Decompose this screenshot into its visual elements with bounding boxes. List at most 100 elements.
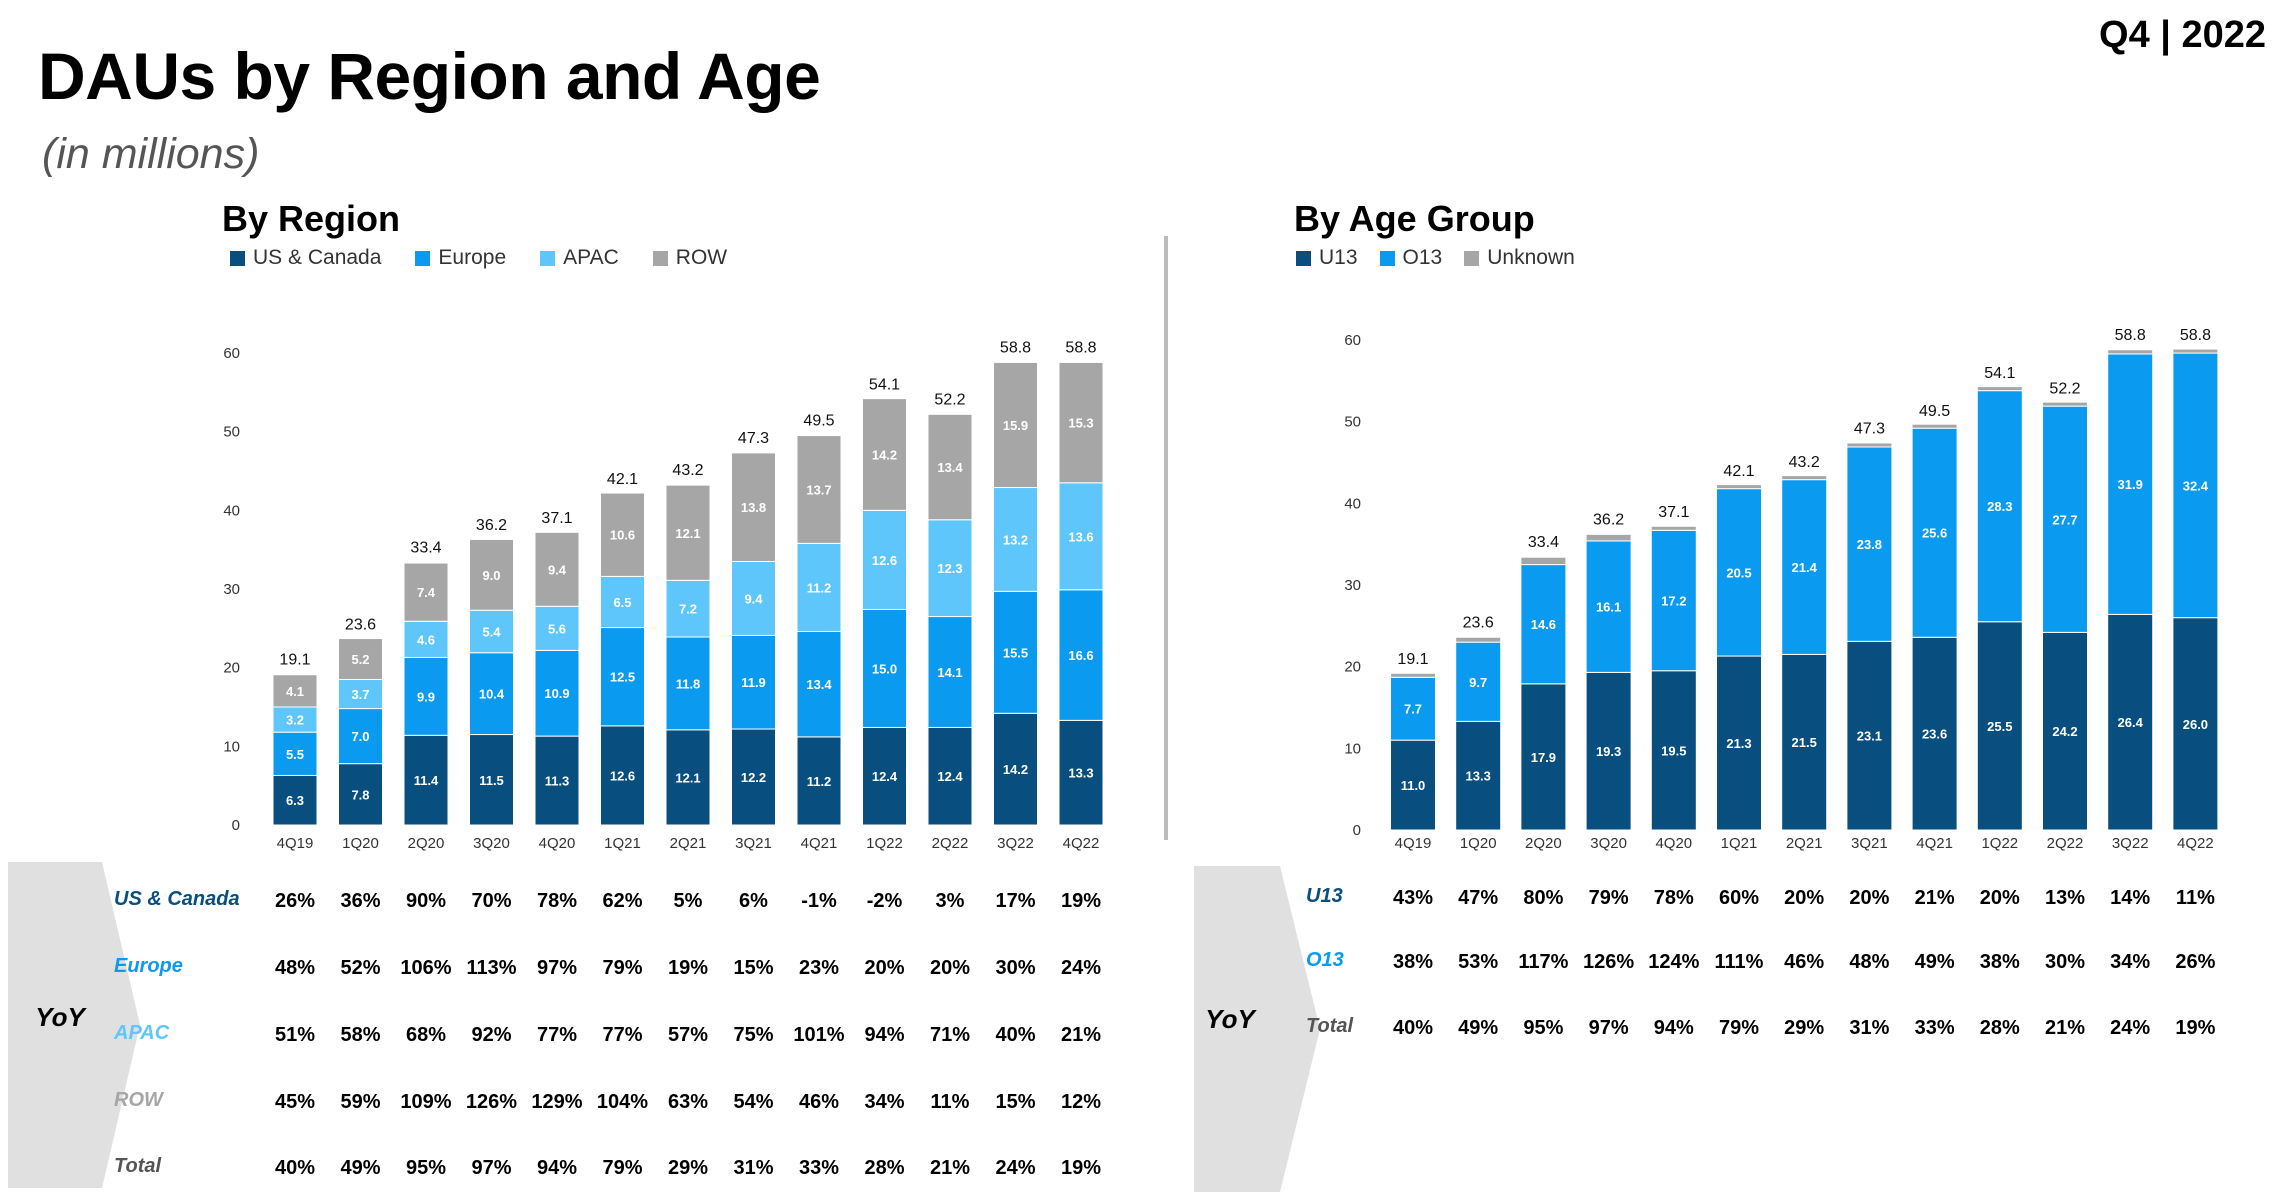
age-x-tick-label: 2Q22 <box>2047 835 2084 852</box>
region-data-label: 7.2 <box>679 602 697 617</box>
region-yoy-value: 68% <box>406 1024 446 1046</box>
region-bar-segment-apac <box>338 678 383 710</box>
region-bar-segment-europe <box>862 608 907 728</box>
age-total-label: 52.2 <box>2049 381 2080 398</box>
region-yoy-value: 45% <box>275 1091 315 1113</box>
region-yoy-value: 34% <box>864 1091 904 1113</box>
region-bar-segment-us-canada <box>862 726 907 826</box>
region-bar-segment-europe <box>469 652 514 736</box>
region-bar-segment-us-canada <box>403 734 449 826</box>
region-data-label: 6.3 <box>286 793 304 808</box>
region-bar-segment-row <box>469 538 514 611</box>
age-data-label: 32.4 <box>2183 478 2209 493</box>
region-bar-segment-europe <box>1058 589 1104 721</box>
age-yoy-value: 20% <box>1784 887 1824 909</box>
age-bar-segment-u13 <box>2107 613 2154 831</box>
region-data-label: 12.3 <box>937 561 962 576</box>
region-data-label: 15.9 <box>1003 418 1028 433</box>
region-yoy-value: 21% <box>930 1157 970 1179</box>
age-yoy-value: 20% <box>1849 887 1889 909</box>
age-total-label: 49.5 <box>1919 403 1950 420</box>
region-yoy-value: 15% <box>995 1091 1035 1113</box>
region-data-label: 13.8 <box>741 500 766 515</box>
region-yoy-value: 5% <box>674 890 703 912</box>
age-x-tick-label: 1Q21 <box>1721 835 1758 852</box>
age-x-tick-label: 3Q22 <box>2112 835 2149 852</box>
region-data-label: 4.6 <box>417 632 435 647</box>
region-x-tick-label: 2Q21 <box>670 835 707 852</box>
region-yoy-value: 77% <box>537 1024 577 1046</box>
legend-o13: O13 <box>1379 246 1442 270</box>
region-total-label: 49.5 <box>803 413 834 430</box>
legend-us-canada: US & Canada <box>230 246 381 270</box>
region-data-label: 12.1 <box>675 770 700 785</box>
page-title: DAUs by Region and Age <box>38 39 821 113</box>
age-yoy-value: 124% <box>1648 951 1699 973</box>
age-x-tick-label: 4Q20 <box>1655 835 1692 852</box>
region-total-label: 33.4 <box>410 539 441 556</box>
region-x-tick-label: 3Q22 <box>997 835 1034 852</box>
age-yoy-value: 43% <box>1393 887 1433 909</box>
age-data-label: 23.1 <box>1857 729 1882 744</box>
region-yoy-value: 51% <box>275 1024 315 1046</box>
region-bar-segment-row <box>862 398 907 511</box>
legend-unknown: Unknown <box>1464 246 1575 270</box>
region-bar-segment-row <box>927 413 973 521</box>
region-bar-segment-europe <box>665 636 711 731</box>
region-x-tick-label: 2Q20 <box>408 835 445 852</box>
age-data-label: 17.2 <box>1661 594 1686 609</box>
age-bar-segment-o13 <box>1781 479 1828 655</box>
region-y-tick-label: 50 <box>223 424 240 441</box>
region-yoy-value: 46% <box>799 1091 839 1113</box>
region-data-label: 11.2 <box>807 774 832 789</box>
age-total-label: 19.1 <box>1397 651 1428 668</box>
region-yoy-value: 52% <box>340 957 380 979</box>
region-yoy-value: 90% <box>406 890 446 912</box>
region-yoy-value: 77% <box>602 1024 642 1046</box>
region-data-label: 15.5 <box>1003 645 1028 660</box>
age-data-label: 13.3 <box>1466 769 1491 784</box>
age-total-label: 58.8 <box>2180 327 2211 344</box>
age-bar-segment-unknown <box>1650 525 1697 531</box>
region-data-label: 10.6 <box>610 528 635 543</box>
age-bar-segment-unknown <box>2107 349 2154 355</box>
age-total-label: 54.1 <box>1984 365 2015 382</box>
age-total-label: 33.4 <box>1528 534 1559 551</box>
region-bar-segment-row <box>796 435 842 544</box>
region-data-label: 13.2 <box>1003 532 1028 547</box>
region-total-label: 37.1 <box>541 510 572 527</box>
age-data-label: 19.5 <box>1661 743 1686 758</box>
region-data-label: 13.4 <box>806 677 832 692</box>
region-data-label: 12.4 <box>872 769 898 784</box>
age-data-label: 31.9 <box>2118 477 2143 492</box>
age-x-tick-label: 2Q21 <box>1786 835 1823 852</box>
region-total-label: 23.6 <box>345 616 376 633</box>
age-bar-segment-u13 <box>1520 683 1567 831</box>
region-data-label: 12.6 <box>610 768 635 783</box>
age-data-label: 26.0 <box>2183 717 2208 732</box>
region-data-label: 3.7 <box>351 687 369 702</box>
region-data-label: 6.5 <box>613 595 631 610</box>
age-data-label: 16.1 <box>1596 600 1621 615</box>
age-x-tick-label: 1Q20 <box>1460 835 1497 852</box>
age-yoy-value: 53% <box>1458 951 1498 973</box>
region-bar-segment-apac <box>1058 482 1104 591</box>
age-bar-segment-u13 <box>1390 739 1436 831</box>
age-bar-segment-o13 <box>2172 352 2219 619</box>
age-yoy-value: 48% <box>1849 951 1889 973</box>
age-yoy-value: 19% <box>2175 1017 2215 1039</box>
region-data-label: 14.2 <box>1003 762 1028 777</box>
region-yoy-value: 109% <box>400 1091 451 1113</box>
region-yoy-value: 54% <box>733 1091 773 1113</box>
legend-swatch <box>415 250 431 266</box>
region-yoy-value: -2% <box>867 890 903 912</box>
region-yoy-value: 33% <box>799 1157 839 1179</box>
region-yoy-row-label: Total <box>114 1155 161 1177</box>
region-y-tick-label: 40 <box>223 502 240 519</box>
age-yoy-value: 29% <box>1784 1017 1824 1039</box>
legend-swatch <box>652 250 668 266</box>
region-bar-segment-row <box>1058 361 1104 484</box>
region-yoy-value: 20% <box>864 957 904 979</box>
region-yoy-value: 126% <box>466 1091 517 1113</box>
region-data-label: 9.4 <box>744 591 763 606</box>
